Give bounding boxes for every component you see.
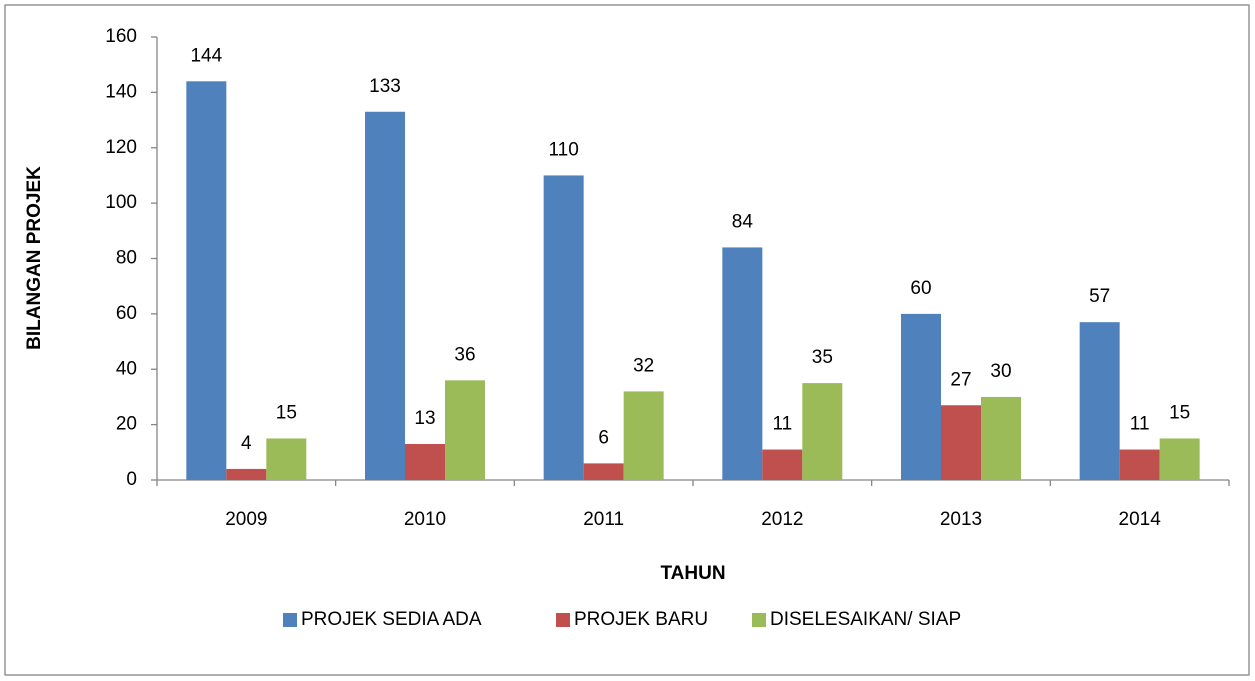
- data-label: 57: [1089, 286, 1110, 307]
- data-label: 30: [990, 361, 1011, 382]
- x-axis-title: TAHUN: [660, 563, 725, 584]
- y-tick-label: 20: [116, 414, 137, 435]
- data-label: 32: [633, 355, 654, 376]
- bar: [941, 405, 981, 480]
- data-label: 15: [276, 402, 297, 423]
- bar: [365, 111, 405, 480]
- bar: [1119, 449, 1160, 480]
- data-label: 110: [549, 139, 579, 160]
- y-tick-label: 40: [116, 358, 137, 379]
- bar: [543, 175, 584, 480]
- data-label: 60: [910, 278, 931, 299]
- data-label: 144: [190, 45, 222, 66]
- bar: [1079, 322, 1120, 480]
- x-tick-label: 2009: [225, 509, 267, 530]
- y-tick-label: 80: [116, 248, 137, 269]
- bar: [226, 468, 267, 480]
- legend-label: PROJEK SEDIA ADA: [301, 609, 482, 630]
- bar: [1159, 438, 1200, 480]
- data-label: 11: [1130, 414, 1150, 435]
- data-label: 4: [241, 433, 252, 454]
- x-tick-label: 2010: [404, 509, 446, 530]
- y-tick-label: 0: [126, 469, 137, 490]
- bar: [266, 438, 307, 480]
- bar: [762, 449, 803, 480]
- legend-label: PROJEK BARU: [574, 609, 708, 630]
- y-tick-label: 60: [116, 303, 137, 324]
- bar: [802, 383, 843, 480]
- y-tick-label: 120: [105, 137, 137, 158]
- data-label: 133: [369, 76, 401, 97]
- data-label: 35: [812, 347, 833, 368]
- x-tick-label: 2014: [1119, 509, 1162, 530]
- x-tick-label: 2013: [940, 509, 982, 530]
- data-label: 36: [454, 344, 475, 365]
- bar: [981, 396, 1021, 480]
- data-label: 11: [772, 414, 792, 435]
- data-label: 6: [598, 427, 609, 448]
- legend-swatch: [283, 613, 297, 627]
- bar: [722, 247, 763, 480]
- legend-swatch: [752, 613, 766, 627]
- bar: [186, 81, 227, 481]
- y-tick-label: 100: [105, 192, 137, 213]
- legend-label: DISELESAIKAN/ SIAP: [770, 609, 961, 630]
- bar: [405, 444, 445, 480]
- x-tick-label: 2012: [761, 509, 803, 530]
- x-tick-label: 2011: [583, 509, 624, 530]
- bar: [623, 391, 664, 480]
- y-axis-title: BILANGAN PROJEK: [24, 166, 45, 350]
- data-label: 84: [732, 211, 754, 232]
- bar: [445, 380, 485, 480]
- data-label: 27: [950, 369, 971, 390]
- data-label: 13: [414, 408, 435, 429]
- legend-swatch: [556, 613, 570, 627]
- y-tick-label: 140: [105, 81, 137, 102]
- y-tick-label: 160: [105, 26, 137, 47]
- bar: [901, 313, 941, 480]
- data-label: 15: [1169, 402, 1190, 423]
- bar: [583, 463, 624, 480]
